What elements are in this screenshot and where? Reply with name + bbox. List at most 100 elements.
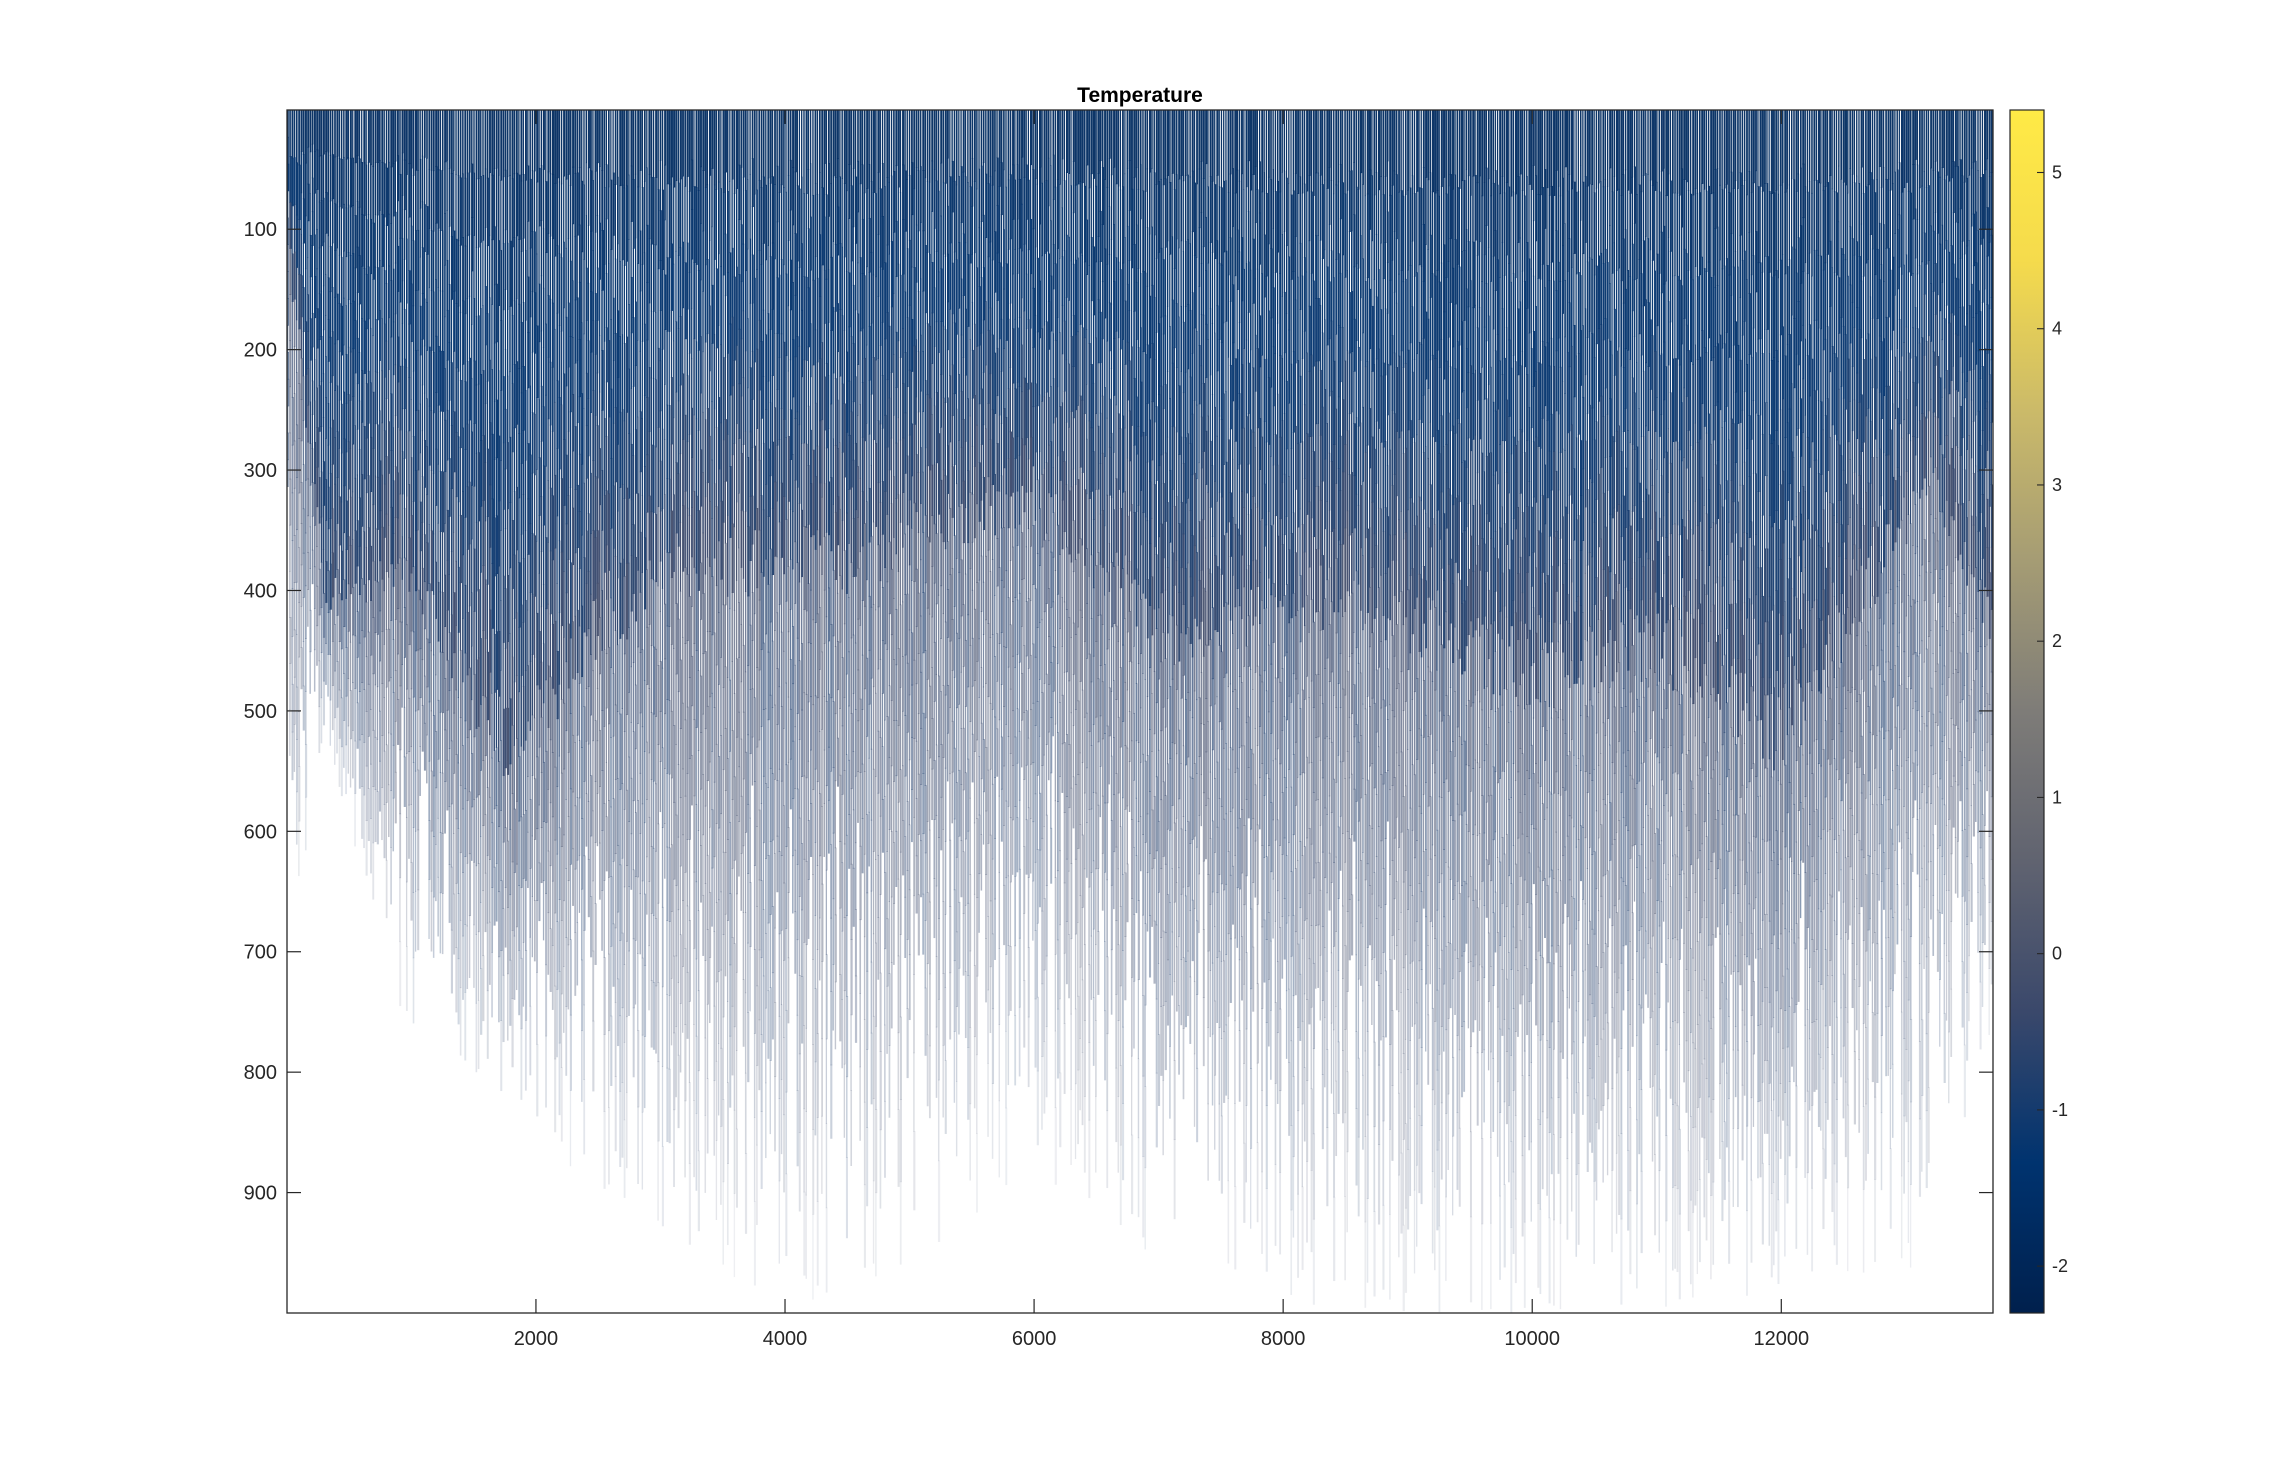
profile-column: [1344, 110, 1347, 1281]
profile-column: [1624, 110, 1628, 946]
profile-column: [1907, 110, 1910, 1243]
profile-column: [1593, 110, 1596, 1264]
profile-column: [1891, 110, 1895, 1138]
profile-column: [1874, 110, 1877, 1262]
profile-column: [789, 110, 793, 810]
profile-column: [1427, 110, 1430, 1085]
profile-column: [1431, 110, 1434, 1254]
profile-column: [785, 110, 788, 1257]
profile-column: [1452, 110, 1455, 1216]
profile-column: [1247, 110, 1250, 819]
profile-column: [834, 110, 837, 1050]
profile-column: [1355, 110, 1358, 1186]
profile-column: [1645, 110, 1648, 995]
profile-column: [911, 110, 914, 843]
profile-column: [928, 110, 932, 1119]
profile-column: [733, 110, 736, 1278]
profile-column: [1918, 110, 1922, 1197]
profile-column: [1359, 110, 1363, 986]
profile-column: [1503, 110, 1506, 1268]
profile-column: [1117, 110, 1120, 1173]
profile-column: [1597, 110, 1601, 1130]
profile-column: [650, 110, 653, 1048]
profile-column: [1934, 110, 1937, 826]
profile-column: [668, 110, 671, 1144]
profile-column: [825, 110, 828, 1293]
profile-column: [473, 110, 476, 988]
profile-column: [482, 110, 485, 1022]
profile-column: [1137, 110, 1140, 1218]
profile-column: [1689, 110, 1693, 1285]
profile-column: [1537, 110, 1540, 1288]
profile-column: [1811, 110, 1814, 1272]
profile-column: [417, 110, 420, 951]
profile-column: [1252, 110, 1255, 1012]
profile-column: [1301, 110, 1304, 1270]
profile-column: [1651, 110, 1655, 1162]
profile-column: [881, 110, 885, 853]
profile-column: [459, 110, 462, 1056]
profile-column: [713, 110, 716, 1156]
profile-column: [933, 110, 936, 939]
profile-column: [599, 110, 601, 900]
profile-column: [464, 110, 467, 1061]
profile-column: [1265, 110, 1268, 1272]
profile-column: [518, 110, 521, 1016]
profile-column: [693, 110, 696, 1178]
profile-column: [742, 110, 745, 1047]
profile-column: [1544, 110, 1547, 939]
colorbar-tick-label: 4: [2052, 319, 2062, 339]
profile-column: [637, 110, 640, 1184]
profile-column: [673, 110, 676, 1187]
profile-column: [709, 110, 712, 1024]
profile-column: [1622, 110, 1625, 1011]
profile-column: [958, 110, 961, 1035]
profile-column: [1110, 110, 1114, 1015]
profile-column: [1723, 110, 1726, 1200]
profile-column: [812, 110, 815, 1300]
profile-column: [857, 110, 860, 823]
profile-column: [1043, 110, 1046, 1114]
profile-column: [1373, 110, 1376, 1297]
y-tick-label: 700: [244, 942, 277, 964]
profile-column: [908, 110, 911, 1021]
profile-column: [1584, 110, 1587, 1037]
profile-column: [1732, 110, 1735, 1207]
profile-column: [1517, 110, 1520, 1037]
profile-column: [338, 110, 341, 787]
profile-column: [446, 110, 449, 811]
profile-column: [1669, 110, 1672, 1099]
profile-column: [513, 110, 516, 1000]
profile-column: [917, 110, 920, 956]
profile-column: [1885, 110, 1888, 1077]
profile-column: [1169, 110, 1172, 1119]
y-tick-label: 600: [244, 821, 277, 843]
profile-column: [1346, 110, 1349, 1233]
profile-column: [1905, 110, 1908, 1123]
colorbar-tick-label: -1: [2052, 1100, 2068, 1120]
profile-column: [1398, 110, 1401, 1258]
profile-column: [1939, 110, 1942, 1047]
profile-column: [819, 110, 822, 981]
profile-column: [614, 110, 617, 1152]
profile-column: [884, 110, 887, 1178]
profile-column: [1402, 110, 1405, 1312]
profile-column: [556, 110, 559, 1058]
profile-column: [1764, 110, 1767, 1134]
profile-column: [1797, 110, 1800, 1002]
profile-column: [758, 110, 761, 1091]
profile-column: [1674, 110, 1677, 1269]
profile-column: [946, 110, 950, 782]
profile-column: [1914, 110, 1917, 801]
profile-column: [1849, 110, 1852, 926]
profile-column: [1465, 110, 1468, 944]
x-tick-label: 2000: [514, 1328, 559, 1350]
profile-column: [515, 110, 519, 991]
profile-column: [1660, 110, 1663, 963]
profile-column: [1588, 110, 1592, 1143]
profile-column: [778, 110, 781, 1264]
profile-column: [1654, 110, 1657, 1236]
profile-column: [1826, 110, 1830, 1120]
profile-column: [1927, 110, 1931, 1163]
y-tick-label: 800: [244, 1062, 277, 1084]
